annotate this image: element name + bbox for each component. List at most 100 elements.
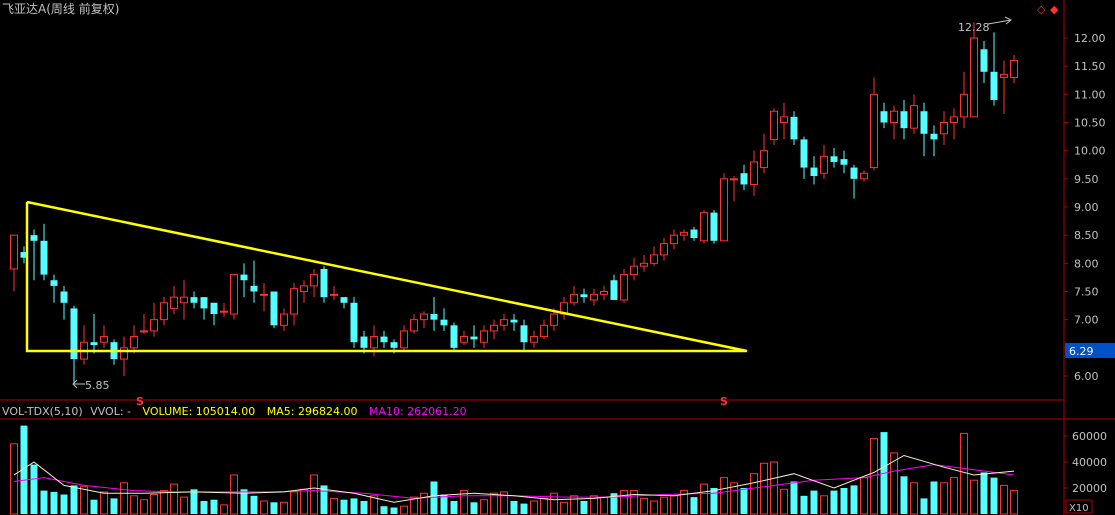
volume-bar [660,496,668,515]
candle-body [790,116,798,140]
candle [730,176,738,202]
candle-body [40,240,48,275]
candle [920,102,928,157]
candle [900,99,908,140]
diamond-filled-icon[interactable]: ◆ [1050,3,1059,16]
candle [660,237,668,261]
candle [930,125,938,157]
candle-body [210,302,218,315]
candle-body [240,274,248,281]
candle-body [510,319,518,323]
volume-bar [290,491,298,515]
candle-body [230,274,238,315]
candle-body [100,336,108,343]
candle [420,311,428,329]
candle-body [420,313,428,321]
candle [130,325,138,354]
candle-body [440,319,448,326]
candle-body [120,347,128,360]
svg-text:VOL-TDX(5,10) VVOL: -: VOL-TDX(5,10) VVOL: - VOLUME: 105014.00 … [2,405,467,418]
candle-body [960,93,968,118]
volume-bar [960,432,968,515]
volume-bar [910,482,918,515]
volume-bar [570,495,578,515]
volume-bar [230,474,238,515]
indicator-volume: VOLUME: 105014.00 [143,405,256,418]
candle-body [670,234,678,245]
candle-body [1010,60,1018,78]
candle-body [320,268,328,298]
candle-body [580,294,588,298]
candle-body [720,178,728,242]
candle [530,330,538,348]
candle [860,170,868,182]
volume-bar [1000,484,1008,515]
candle-body [860,172,868,180]
volume-bar [670,495,678,515]
diamond-icon[interactable]: ◇ [1037,3,1046,16]
candle [380,330,388,348]
candle-body [1000,74,1008,78]
candle [630,257,638,281]
candle [690,226,698,241]
volume-unit-box [1065,499,1093,514]
candle [30,229,38,281]
candle [990,32,998,106]
high-price-label: 12.28 [958,21,990,34]
volume-bar [10,443,18,515]
volume-bar [860,477,868,515]
candle [170,285,178,315]
candle-body [290,288,298,315]
candle [580,288,588,303]
candle [330,285,338,300]
candle-body [270,291,278,326]
price-tick-label: 11.50 [1074,60,1106,73]
candle-body [90,342,98,346]
candle-body [220,310,228,313]
candle [510,314,518,331]
volume-bar [510,501,518,514]
candle [440,308,448,331]
candle [10,234,18,292]
candle [460,330,468,346]
volume-bar [100,491,108,515]
volume-bar [700,483,708,515]
volume-bar [240,489,248,514]
volume-bar [340,499,348,514]
candle-body [520,325,528,343]
candle-body [410,319,418,332]
price-tick-label: 11.00 [1074,88,1106,101]
candle-body [540,324,548,338]
candle [60,285,68,320]
candle [40,223,48,281]
volume-bar [460,490,468,515]
volume-bar [560,501,568,515]
candle-body [310,274,318,287]
high-arrow [987,19,1012,25]
indicator-ma10: MA10: 262061.20 [369,405,467,418]
candle [160,297,168,326]
price-tick-label: 12.00 [1074,32,1106,45]
candle-body [490,324,498,332]
volume-bar [450,501,458,514]
volume-bar [170,483,178,515]
price-tick-label: 7.00 [1074,314,1099,327]
candle-body [990,71,998,100]
candle [300,280,308,303]
indicator-vvol: VVOL: - [90,405,131,418]
candle-body [10,234,18,270]
candle [360,330,368,354]
candle [960,71,968,129]
volume-bar [730,482,738,515]
candle [650,246,658,267]
candle [430,297,438,331]
candle [950,108,958,140]
candle [600,285,608,300]
volume-bar [800,495,808,514]
candle [100,325,108,348]
candle [880,102,888,129]
candle [720,173,728,242]
price-tick-label: 8.00 [1074,257,1099,270]
candle [20,246,28,264]
